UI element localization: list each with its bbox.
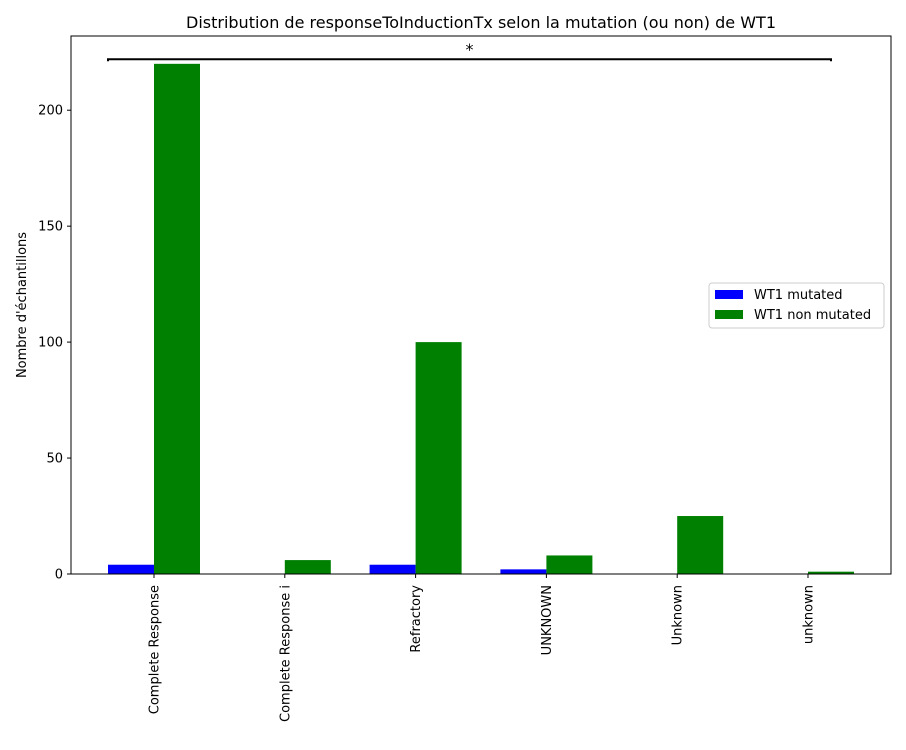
y-tick-label: 0 (55, 568, 63, 583)
y-axis: 0 50 100 150 200 (38, 104, 71, 583)
significance-annotation: * (107, 40, 832, 62)
x-tick-label: Unknown (671, 585, 686, 645)
bar-non-mutated-4 (677, 516, 724, 574)
bar-non-mutated-0 (154, 63, 200, 575)
y-axis-label: Nombre d'échantillons (15, 232, 30, 378)
legend-swatch (715, 310, 743, 319)
y-tick-label: 200 (38, 104, 63, 119)
x-tick-label: UNKNOWN (540, 585, 555, 655)
bar-non-mutated-2 (415, 342, 462, 574)
chart-title: Distribution de responseToInductionTx se… (186, 13, 776, 32)
legend-frame (708, 282, 885, 329)
x-axis: Complete Response Complete Response i Refr… (148, 574, 817, 722)
significance-bracket (107, 58, 832, 62)
legend-label: WT1 mutated (754, 288, 843, 303)
y-tick-label: 50 (46, 452, 63, 467)
bar-mutated-0 (108, 564, 154, 574)
plot-frame (70, 35, 892, 575)
legend: WT1 mutated WT1 non mutated (708, 282, 885, 329)
bars-layer (108, 63, 854, 575)
x-tick-label: unknown (802, 585, 817, 644)
y-tick-label: 150 (38, 220, 63, 235)
bar-mutated-2 (369, 564, 416, 574)
x-tick-label: Complete Response (148, 585, 163, 714)
legend-swatch (715, 290, 743, 299)
x-tick-label: Complete Response i (278, 585, 293, 722)
bar-mutated-3 (500, 569, 547, 574)
x-tick-label: Refractory (409, 585, 424, 653)
significance-label: * (466, 40, 474, 59)
legend-label: WT1 non mutated (754, 308, 871, 323)
bar-non-mutated-5 (808, 571, 854, 574)
bar-non-mutated-3 (546, 555, 593, 574)
bar-non-mutated-1 (284, 560, 331, 574)
y-tick-label: 100 (38, 336, 63, 351)
